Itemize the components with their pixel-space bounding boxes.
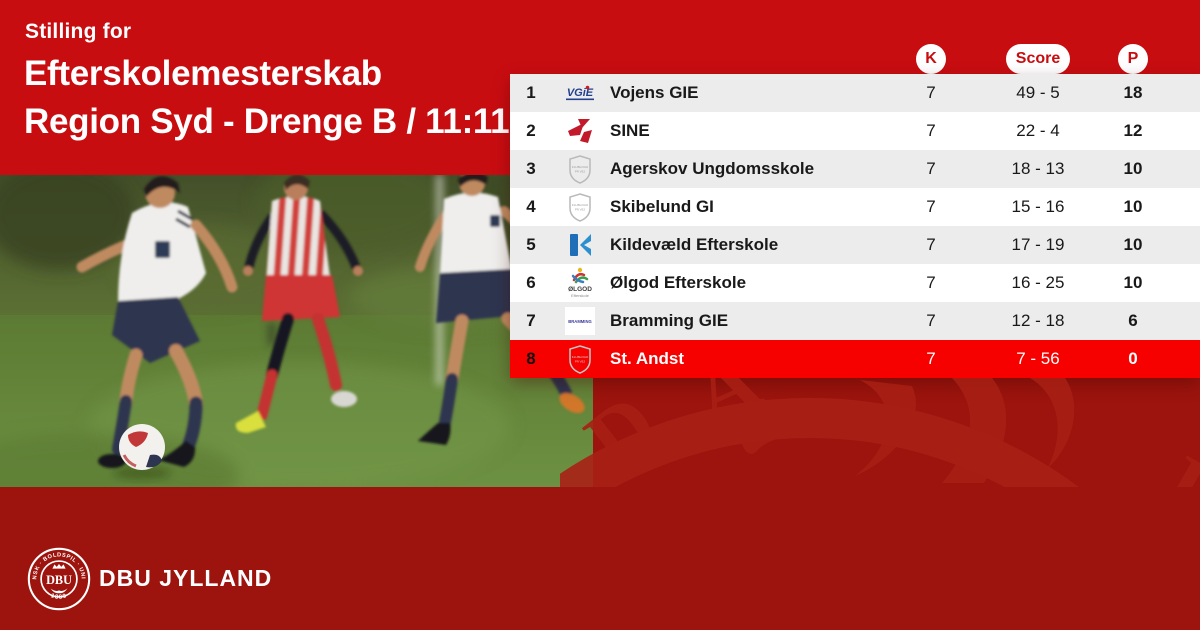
matches-played: 7 [926,197,936,216]
team-name: Skibelund GI [610,197,714,216]
wings-icon [50,588,68,594]
svg-text:PÅ VEJ: PÅ VEJ [575,359,586,364]
table-row: 6 ØLGOD Efterskole Ølgod Efterskole 7 16… [510,264,1200,302]
table-row: 4 KLUBLOGO PÅ VEJ Skibelund GI 7 15 - 16… [510,188,1200,226]
bramming-logo-icon: BRAMMING [552,302,608,340]
matches-played: 7 [926,121,936,140]
team-name: Ølgod Efterskole [610,273,747,292]
match-photo-illustration [0,175,593,487]
player-white-left [76,176,238,468]
svg-text:DBU: DBU [46,573,72,587]
page-title: Efterskolemesterskab Region Syd - Drenge… [24,50,510,146]
placeholder-shield-icon: KLUBLOGO PÅ VEJ [552,188,608,226]
position-number: 1 [526,83,536,102]
goal-score: 17 - 19 [1011,235,1065,254]
points: 0 [1128,349,1138,368]
points: 12 [1123,121,1143,140]
svg-text:KLUBLOGO: KLUBLOGO [572,355,589,359]
svg-text:BRAMMING: BRAMMING [568,319,592,324]
position-number: 2 [526,121,536,140]
goal-score: 22 - 4 [1016,121,1060,140]
svg-text:KLUBLOGO: KLUBLOGO [572,165,589,169]
player-striped-middle [235,175,363,433]
table-row-highlighted: 8 KLUBLOGO PÅ VEJ St. Andst 7 7 - 56 0 [510,340,1200,378]
position-number: 7 [526,311,536,330]
matches-played: 7 [926,83,936,102]
matches-played: 7 [926,349,936,368]
goal-score: 12 - 18 [1011,311,1065,330]
olgod-logo-icon: ØLGOD Efterskole [552,264,608,302]
matches-played: 7 [926,311,936,330]
points: 10 [1123,273,1143,292]
placeholder-shield-icon: KLUBLOGO PÅ VEJ [552,340,608,378]
team-name: Vojens GIE [610,83,699,102]
title-line-2: Region Syd - Drenge B / 11:11 [24,102,510,141]
dbu-crest-watermark: D A D [560,378,1200,487]
points: 10 [1123,235,1143,254]
team-name: Kildevæld Efterskole [610,235,779,254]
goal-score: 16 - 25 [1011,273,1065,292]
svg-text:D: D [1149,438,1200,487]
matches-played: 7 [926,235,936,254]
table-row: 7 BRAMMING Bramming GIE 7 12 - 18 6 [510,302,1200,340]
points: 6 [1128,311,1138,330]
goal-score: 15 - 16 [1011,197,1065,216]
position-number: 4 [526,197,536,216]
sine-logo-icon [552,112,608,150]
standings-rows: 1 VGiE Vojens GIE 7 49 - 5 18 2 [510,74,1200,378]
svg-text:PÅ VEJ: PÅ VEJ [575,207,586,212]
title-line-1: Efterskolemesterskab [24,54,382,93]
table-row: 2 SINE 7 22 - 4 12 [510,112,1200,150]
matches-played: 7 [926,273,936,292]
position-number: 8 [526,349,536,368]
svg-text:VGiE: VGiE [567,87,594,99]
points: 18 [1123,83,1143,102]
team-name: SINE [610,121,650,140]
svg-text:PÅ VEJ: PÅ VEJ [575,169,586,174]
goal-score: 49 - 5 [1016,83,1060,102]
svg-text:KLUBLOGO: KLUBLOGO [572,203,589,207]
svg-text:Efterskole: Efterskole [571,293,590,298]
table-row: 1 VGiE Vojens GIE 7 49 - 5 18 [510,74,1200,112]
table-row: 3 KLUBLOGO PÅ VEJ Agerskov Ungdomsskole … [510,150,1200,188]
goal-score: 7 - 56 [1016,349,1060,368]
matches-played: 7 [926,159,936,178]
match-photo [0,175,593,487]
column-header-k: K [916,44,946,74]
eyebrow-label: Stilling for [25,20,132,43]
vojens-gie-logo-icon: VGiE [552,74,608,112]
team-name: St. Andst [610,349,684,368]
table-row: 5 Kildevæld Efterskole 7 17 - 19 10 [510,226,1200,264]
standings-table: K Score P 1 VGiE Vojens GIE 7 49 - 5 18 … [510,0,1200,378]
kildevaeld-logo-icon [552,226,608,264]
column-header-p: P [1118,44,1148,74]
crown-icon [52,564,66,569]
points: 10 [1123,197,1143,216]
points: 10 [1123,159,1143,178]
football [114,424,170,479]
position-number: 5 [526,235,536,254]
position-number: 3 [526,159,536,178]
svg-text:ØLGOD: ØLGOD [568,286,592,293]
team-name: Agerskov Ungdomsskole [610,159,815,178]
goal-score: 18 - 13 [1011,159,1065,178]
svg-text:· 1889 ·: · 1889 · [45,590,74,601]
placeholder-shield-icon: KLUBLOGO PÅ VEJ [552,150,608,188]
column-header-score: Score [1006,44,1070,74]
position-number: 6 [526,273,536,292]
team-name: Bramming GIE [610,311,729,330]
org-name: DBU JYLLAND [99,565,273,591]
